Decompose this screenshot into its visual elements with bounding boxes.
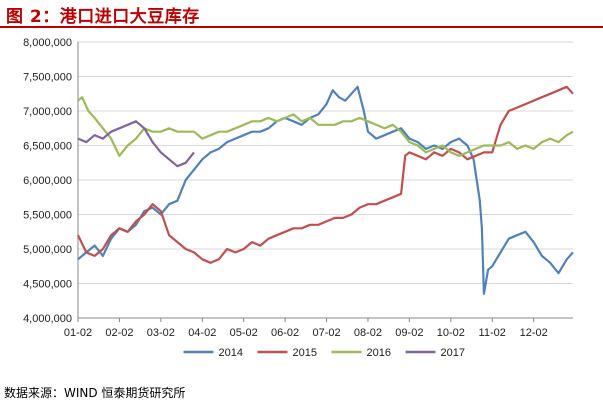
x-tick-label: 12-02 <box>520 327 548 339</box>
y-tick-label: 7,000,000 <box>23 106 72 118</box>
legend-label-2017: 2017 <box>441 347 465 359</box>
title-bar: 图 2：港口进口大豆库存 <box>0 0 603 28</box>
series-line-2016 <box>77 96 574 157</box>
axes: 4,000,000 4,500,000 5,000,000 5,500,000 6,00… <box>23 37 573 339</box>
x-tick-label: 06-02 <box>271 327 299 339</box>
x-tick-label: 01-02 <box>64 327 92 339</box>
x-tick-label: 09-02 <box>395 327 423 339</box>
x-tick-label: 10-02 <box>437 327 465 339</box>
line-chart: 4,000,000 4,500,000 5,000,000 5,500,000 6,00… <box>23 37 574 359</box>
x-tick-label: 08-02 <box>354 327 382 339</box>
x-tick-label: 05-02 <box>230 327 258 339</box>
legend-label-2015: 2015 <box>293 347 317 359</box>
gridlines <box>78 41 573 319</box>
y-tick-label: 4,500,000 <box>23 279 72 291</box>
series-line-2017 <box>77 120 195 168</box>
x-tick-label: 04-02 <box>188 327 216 339</box>
series-line-2015 <box>77 85 574 264</box>
y-tick-label: 6,500,000 <box>23 141 72 153</box>
y-tick-label: 4,000,000 <box>23 313 72 325</box>
x-tick-label: 07-02 <box>312 327 340 339</box>
legend: 2014 2015 2016 2017 <box>183 347 465 359</box>
y-tick-label: 6,000,000 <box>23 175 72 187</box>
legend-label-2016: 2016 <box>367 347 391 359</box>
y-tick-label: 5,000,000 <box>23 244 72 256</box>
y-tick-label: 7,500,000 <box>23 72 72 84</box>
x-tick-label: 03-02 <box>147 327 175 339</box>
source-note: 数据来源：WIND 恒泰期货研究所 <box>4 386 186 400</box>
x-tick-label: 11-02 <box>479 327 506 339</box>
x-tick-label: 02-02 <box>105 327 133 339</box>
y-tick-label: 8,000,000 <box>23 37 72 49</box>
figure-title: 图 2：港口进口大豆库存 <box>6 7 200 27</box>
y-tick-label: 5,500,000 <box>23 210 72 222</box>
series-line-2014 <box>77 85 574 295</box>
series-lines <box>77 85 574 295</box>
legend-label-2014: 2014 <box>219 347 243 359</box>
